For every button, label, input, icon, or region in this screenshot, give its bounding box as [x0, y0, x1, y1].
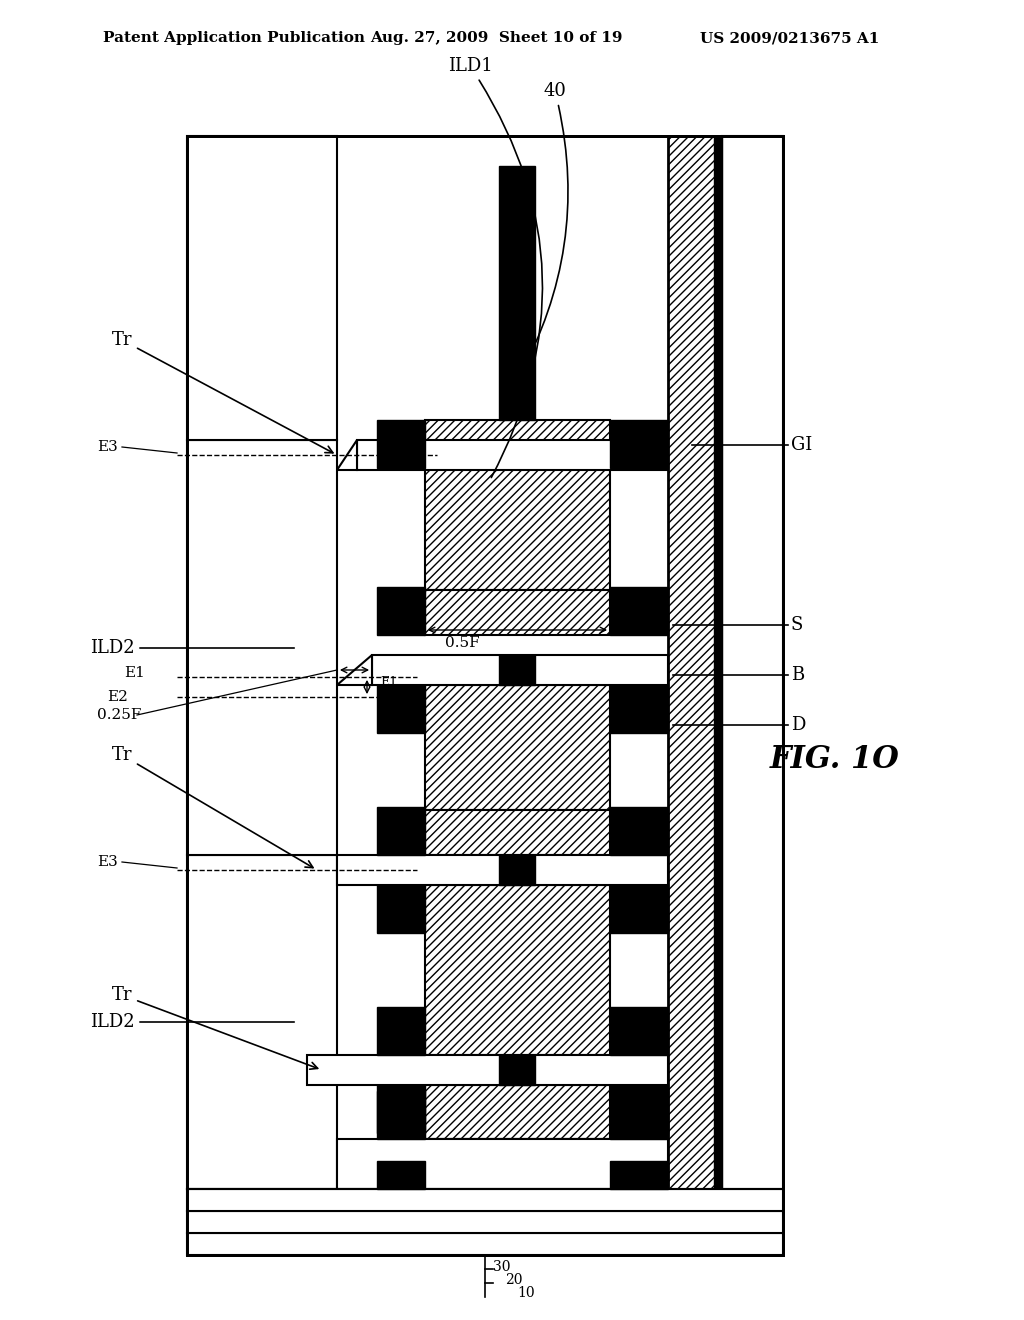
Bar: [187, 136, 783, 1255]
Text: US 2009/0213675 A1: US 2009/0213675 A1: [700, 30, 880, 45]
Bar: [187, 1210, 783, 1233]
Bar: [499, 655, 535, 685]
Bar: [187, 136, 337, 440]
Bar: [337, 1139, 668, 1189]
Text: 10: 10: [517, 1286, 535, 1300]
Text: E1: E1: [380, 676, 397, 689]
Text: Tr: Tr: [112, 986, 317, 1069]
Bar: [187, 136, 783, 1255]
Bar: [372, 655, 668, 685]
Bar: [425, 1085, 610, 1139]
Text: FIG. 1O: FIG. 1O: [770, 744, 900, 776]
Bar: [377, 420, 425, 469]
Bar: [377, 1085, 425, 1133]
Bar: [425, 420, 610, 590]
Bar: [187, 136, 783, 1255]
Bar: [377, 1007, 425, 1055]
Bar: [307, 1055, 668, 1085]
Bar: [425, 884, 610, 1055]
Bar: [499, 1055, 535, 1085]
Text: ILD1: ILD1: [447, 57, 543, 478]
Text: D: D: [791, 715, 805, 734]
Polygon shape: [337, 655, 372, 685]
Text: S: S: [791, 616, 804, 634]
Bar: [668, 136, 716, 1255]
Text: GI: GI: [791, 436, 812, 454]
Text: E2: E2: [106, 690, 128, 704]
Bar: [425, 1139, 610, 1189]
Polygon shape: [425, 590, 610, 635]
Text: ILD2: ILD2: [90, 639, 294, 657]
Bar: [714, 136, 722, 1255]
Text: Aug. 27, 2009  Sheet 10 of 19: Aug. 27, 2009 Sheet 10 of 19: [370, 30, 623, 45]
Bar: [377, 884, 425, 933]
Text: E3: E3: [97, 440, 118, 454]
Bar: [187, 440, 337, 855]
Bar: [187, 855, 337, 1189]
Bar: [499, 855, 535, 884]
Bar: [425, 685, 610, 810]
Text: B: B: [791, 667, 804, 684]
Bar: [610, 420, 668, 469]
Text: ILD2: ILD2: [90, 1012, 294, 1031]
Bar: [187, 1189, 783, 1210]
Bar: [610, 1007, 668, 1055]
Text: 20: 20: [505, 1272, 522, 1287]
Bar: [377, 1162, 425, 1189]
Text: Tr: Tr: [112, 746, 313, 867]
Bar: [377, 587, 425, 635]
Bar: [357, 440, 668, 470]
Text: Tr: Tr: [112, 331, 333, 453]
Bar: [377, 685, 425, 733]
Bar: [610, 884, 668, 933]
Text: E3: E3: [97, 855, 118, 869]
Text: 40: 40: [518, 82, 568, 378]
Text: 30: 30: [493, 1261, 511, 1274]
Text: Patent Application Publication: Patent Application Publication: [103, 30, 365, 45]
Bar: [722, 136, 783, 1255]
Bar: [610, 1092, 668, 1139]
Bar: [610, 807, 668, 855]
Bar: [610, 685, 668, 733]
Text: 0.5F: 0.5F: [445, 636, 479, 649]
Bar: [610, 1162, 668, 1189]
Bar: [499, 166, 535, 420]
Bar: [377, 1092, 425, 1139]
Bar: [610, 587, 668, 635]
Polygon shape: [425, 810, 610, 855]
Bar: [337, 855, 668, 884]
Text: E1: E1: [124, 667, 144, 680]
Bar: [377, 807, 425, 855]
Bar: [187, 1233, 783, 1255]
Bar: [610, 1085, 668, 1133]
Polygon shape: [337, 440, 357, 470]
Text: 0.25F: 0.25F: [97, 708, 141, 722]
